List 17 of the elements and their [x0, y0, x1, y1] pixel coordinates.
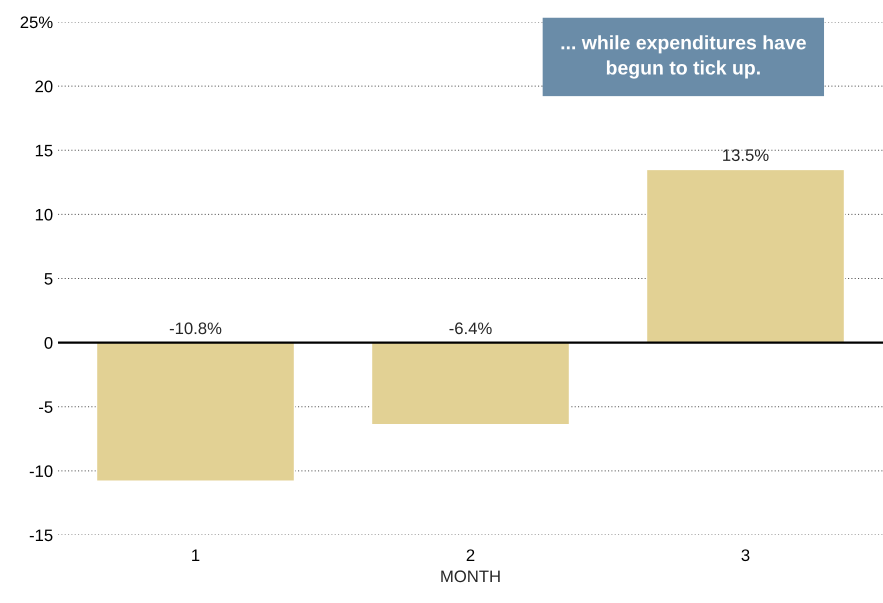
data-label: -10.8%: [170, 322, 222, 334]
y-tick-label: 10: [36, 208, 52, 221]
y-tick-label: 5: [44, 273, 52, 285]
y-tick-label: -5: [39, 401, 52, 413]
annotation: ... while expenditures have begun to tick up.: [561, 35, 806, 79]
x-tick-label: 3: [742, 549, 750, 562]
y-tick-label: 25%: [20, 16, 53, 28]
y-tick-label: 20: [35, 80, 52, 92]
x-tick-label: 1: [192, 550, 200, 561]
data-label: 13.5%: [723, 149, 769, 162]
y-tick-label: -10: [30, 465, 52, 478]
y-tick-label: -15: [30, 530, 52, 542]
x-axis-title: MONTH: [441, 570, 500, 582]
x-tick-label: 2: [466, 549, 474, 561]
y-tick-label: 15: [36, 144, 52, 156]
data-label: -6.4%: [449, 322, 492, 334]
y-tick-label: 0: [44, 337, 52, 349]
